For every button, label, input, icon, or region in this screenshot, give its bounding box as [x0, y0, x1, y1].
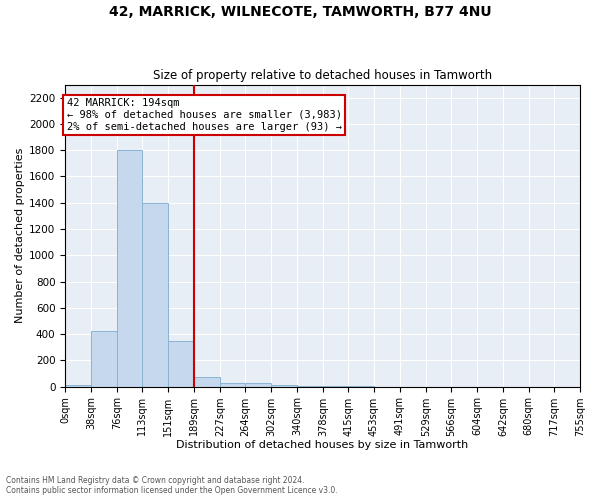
Title: Size of property relative to detached houses in Tamworth: Size of property relative to detached ho…: [153, 69, 492, 82]
Bar: [271, 384, 297, 386]
Y-axis label: Number of detached properties: Number of detached properties: [15, 148, 25, 324]
Bar: [245, 384, 271, 386]
Bar: [168, 340, 194, 386]
Bar: [65, 384, 91, 386]
Text: 42 MARRICK: 194sqm
← 98% of detached houses are smaller (3,983)
2% of semi-detac: 42 MARRICK: 194sqm ← 98% of detached hou…: [67, 98, 341, 132]
X-axis label: Distribution of detached houses by size in Tamworth: Distribution of detached houses by size …: [176, 440, 469, 450]
Text: Contains HM Land Registry data © Crown copyright and database right 2024.
Contai: Contains HM Land Registry data © Crown c…: [6, 476, 338, 495]
Bar: [117, 150, 142, 386]
Bar: [91, 332, 117, 386]
Text: 42, MARRICK, WILNECOTE, TAMWORTH, B77 4NU: 42, MARRICK, WILNECOTE, TAMWORTH, B77 4N…: [109, 5, 491, 19]
Bar: [142, 203, 168, 386]
Bar: [194, 377, 220, 386]
Bar: [220, 382, 245, 386]
